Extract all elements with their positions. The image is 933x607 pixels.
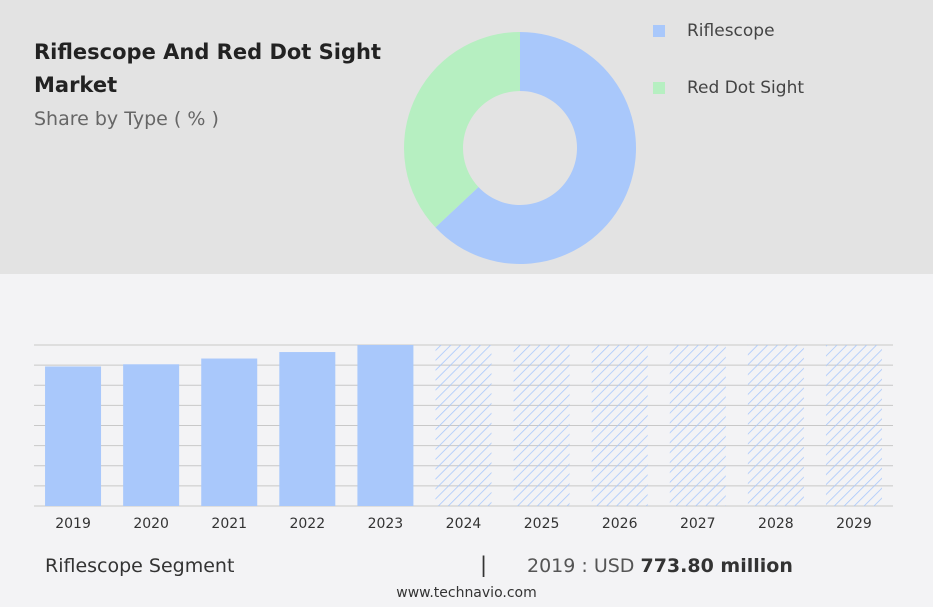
footer-value: 2019 : USD 773.80 million	[527, 555, 793, 577]
x-tick-label-2022: 2022	[289, 516, 325, 532]
bar-2021	[201, 358, 258, 506]
legend-item-riflescope: Riflescope	[653, 21, 775, 41]
x-tick-label-2023: 2023	[368, 516, 404, 532]
x-tick-label-2028: 2028	[758, 516, 794, 532]
chart-title: Riflescope And Red Dot Sight Market	[34, 40, 381, 97]
footer-year-prefix: 2019 : USD	[527, 555, 641, 577]
chart-subtitle: Share by Type ( % )	[34, 108, 219, 130]
bar-2019	[45, 366, 102, 506]
footer-segment-label: Riflescope Segment	[45, 555, 235, 577]
bar-2024	[435, 345, 492, 506]
footer-value-amount: 773.80 million	[640, 555, 793, 577]
bar-2028	[747, 345, 804, 506]
x-tick-label-2024: 2024	[446, 516, 482, 532]
donut-slice-red-dot-sight	[404, 32, 520, 228]
x-tick-label-2025: 2025	[524, 516, 560, 532]
bar-2023	[357, 345, 414, 506]
legend-label-riflescope: Riflescope	[687, 21, 775, 41]
bar-2022	[279, 352, 336, 506]
footer-separator: |	[480, 553, 488, 577]
donut-slice-riflescope	[435, 32, 636, 264]
bar-chart: 2019 2020 2021 2022 2023 2024 2025 2026 2027 2028…	[34, 344, 893, 532]
bar-2025	[513, 345, 570, 506]
x-tick-label-2019: 2019	[55, 516, 91, 532]
x-tick-label-2029: 2029	[836, 516, 872, 532]
x-tick-label-2021: 2021	[211, 516, 247, 532]
legend-swatch-red-dot-sight	[653, 82, 665, 94]
bar-2026	[591, 345, 648, 506]
bar-2029	[825, 345, 882, 506]
legend-label-red-dot-sight: Red Dot Sight	[687, 78, 805, 98]
x-tick-label-2027: 2027	[680, 516, 716, 532]
legend-item-red-dot-sight: Red Dot Sight	[653, 78, 804, 98]
bar-2020	[123, 364, 180, 506]
x-tick-label-2026: 2026	[602, 516, 638, 532]
bar-2027	[669, 345, 726, 506]
legend-swatch-riflescope	[653, 25, 665, 37]
x-tick-label-2020: 2020	[133, 516, 169, 532]
footer-url: www.technavio.com	[396, 585, 537, 601]
donut-chart	[404, 32, 636, 264]
